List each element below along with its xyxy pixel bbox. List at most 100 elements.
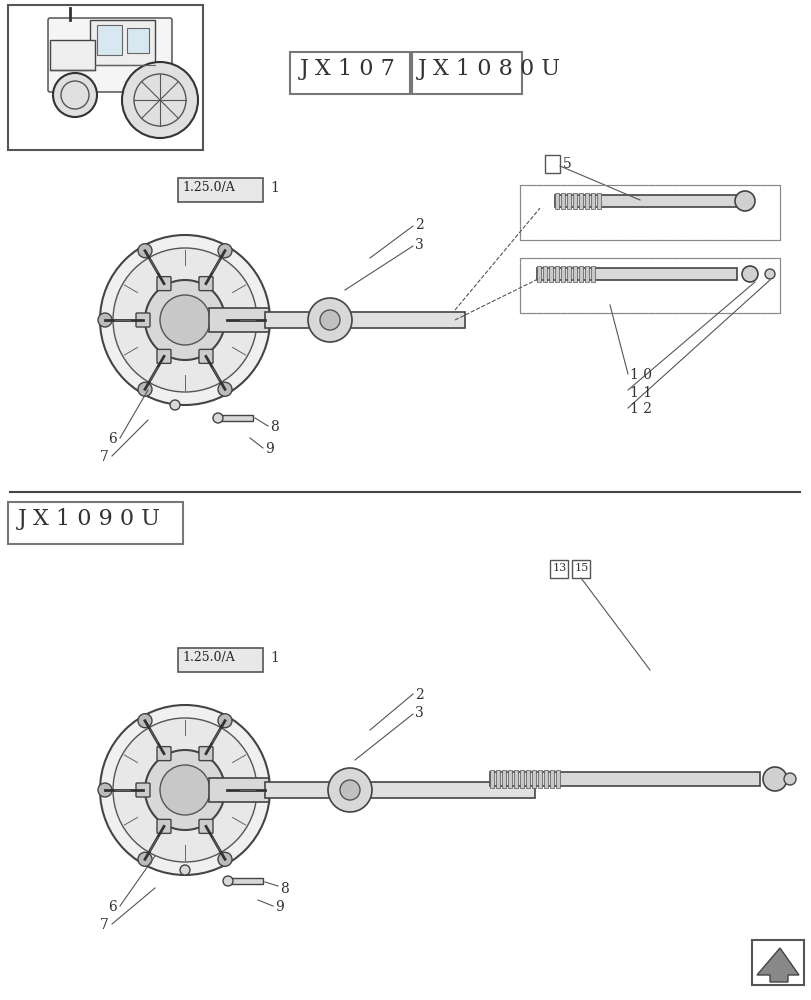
FancyBboxPatch shape <box>199 349 212 363</box>
Circle shape <box>122 62 198 138</box>
FancyBboxPatch shape <box>135 783 150 797</box>
Text: 2: 2 <box>414 688 423 702</box>
Circle shape <box>138 244 152 258</box>
Circle shape <box>223 876 233 886</box>
Text: J X 1 0 7: J X 1 0 7 <box>299 58 395 80</box>
Bar <box>536 268 736 280</box>
Bar <box>90 20 155 65</box>
Bar <box>508 770 512 788</box>
Bar <box>496 770 500 788</box>
Circle shape <box>138 382 152 396</box>
Text: 1 2: 1 2 <box>629 402 651 416</box>
Text: 9: 9 <box>275 900 283 914</box>
Bar <box>549 770 553 788</box>
Circle shape <box>741 266 757 282</box>
Bar <box>554 195 744 207</box>
Bar <box>8 5 203 150</box>
Text: 13: 13 <box>552 563 567 573</box>
Bar <box>208 778 268 802</box>
Bar <box>554 193 558 209</box>
Bar <box>578 266 582 282</box>
Circle shape <box>145 750 225 830</box>
Bar <box>178 178 263 202</box>
Bar <box>571 560 590 578</box>
Bar <box>97 25 122 55</box>
Bar <box>543 770 547 788</box>
Circle shape <box>217 244 232 258</box>
Circle shape <box>98 313 112 327</box>
FancyBboxPatch shape <box>157 349 171 363</box>
FancyBboxPatch shape <box>199 277 212 291</box>
Circle shape <box>217 852 232 866</box>
Bar <box>590 193 594 209</box>
Bar <box>264 312 465 328</box>
FancyBboxPatch shape <box>135 313 150 327</box>
Bar <box>411 52 521 94</box>
Bar <box>178 648 263 672</box>
Bar <box>590 266 594 282</box>
Circle shape <box>100 705 270 875</box>
Bar <box>217 415 253 421</box>
FancyBboxPatch shape <box>157 819 171 833</box>
Text: 2: 2 <box>414 218 423 232</box>
FancyBboxPatch shape <box>157 747 171 761</box>
FancyBboxPatch shape <box>157 277 171 291</box>
Circle shape <box>100 235 270 405</box>
Circle shape <box>783 773 795 785</box>
Bar <box>50 40 95 70</box>
Circle shape <box>113 718 257 862</box>
Text: 1.25.0/A: 1.25.0/A <box>182 651 234 664</box>
Circle shape <box>328 768 371 812</box>
Bar <box>228 878 263 884</box>
Polygon shape <box>756 948 798 982</box>
Circle shape <box>212 413 223 423</box>
FancyBboxPatch shape <box>220 783 234 797</box>
Circle shape <box>98 783 112 797</box>
Bar <box>573 266 577 282</box>
Bar <box>531 770 535 788</box>
Bar <box>566 266 570 282</box>
Circle shape <box>762 767 786 791</box>
Circle shape <box>180 865 190 875</box>
Circle shape <box>138 852 152 866</box>
Circle shape <box>258 313 272 327</box>
FancyBboxPatch shape <box>48 18 172 92</box>
Text: 1: 1 <box>270 651 278 665</box>
Bar <box>751 940 803 985</box>
Circle shape <box>320 310 340 330</box>
Text: 15: 15 <box>574 563 589 573</box>
Text: 8: 8 <box>270 420 278 434</box>
Text: 8: 8 <box>280 882 289 896</box>
Bar <box>548 266 552 282</box>
Bar <box>519 770 523 788</box>
Bar <box>519 258 779 313</box>
Bar <box>290 52 410 94</box>
Text: 6: 6 <box>108 900 117 914</box>
Bar <box>554 266 558 282</box>
Text: 3: 3 <box>414 706 423 720</box>
Bar <box>560 193 564 209</box>
Circle shape <box>734 191 754 211</box>
Circle shape <box>340 780 359 800</box>
Bar <box>566 193 570 209</box>
Bar <box>584 266 588 282</box>
Bar <box>519 185 779 240</box>
FancyBboxPatch shape <box>199 819 212 833</box>
Text: 1.25.0/A: 1.25.0/A <box>182 181 234 194</box>
Bar <box>127 28 148 53</box>
Bar <box>556 770 560 788</box>
Text: 1 0: 1 0 <box>629 368 651 382</box>
FancyBboxPatch shape <box>220 313 234 327</box>
Circle shape <box>217 714 232 728</box>
Text: 1 1: 1 1 <box>629 386 651 400</box>
Bar <box>560 266 564 282</box>
Circle shape <box>138 714 152 728</box>
Circle shape <box>160 765 210 815</box>
Text: 1: 1 <box>270 181 278 195</box>
Bar <box>538 770 541 788</box>
Bar <box>501 770 505 788</box>
Circle shape <box>258 783 272 797</box>
Text: 9: 9 <box>264 442 273 456</box>
Text: 3: 3 <box>414 238 423 252</box>
Bar <box>513 770 517 788</box>
